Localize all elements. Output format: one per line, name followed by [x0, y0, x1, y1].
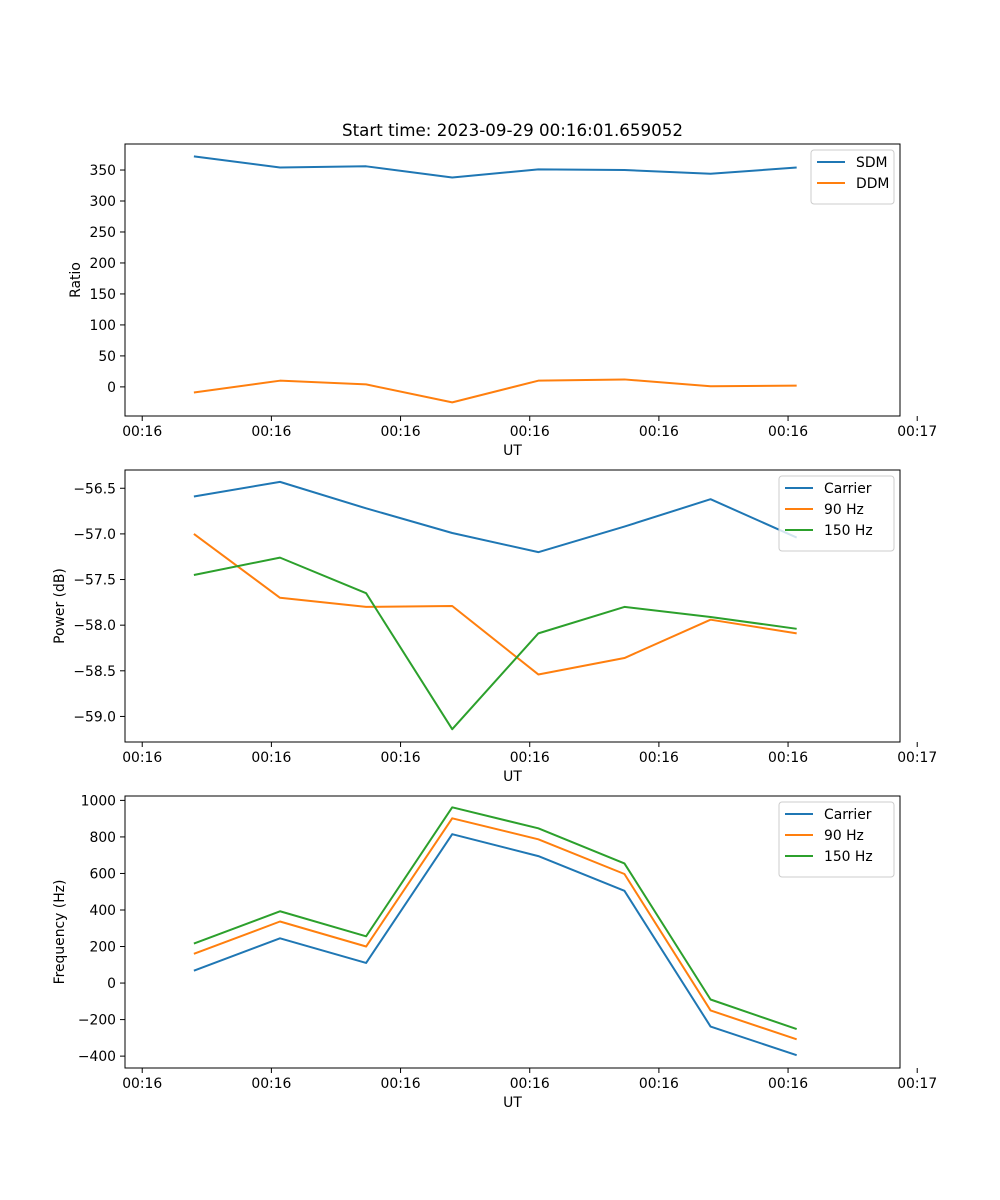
ratio-x-tick-label: 00:16	[639, 424, 679, 440]
power-series-150-hz-line	[193, 556, 797, 731]
ratio-x-tick-label: 00:16	[122, 424, 162, 440]
power-x-tick-label: 00:16	[251, 750, 291, 766]
frequency-legend: Carrier 90 Hz 150 Hz	[778, 801, 895, 878]
frequency-legend-label-150-hz: 150 Hz	[824, 849, 873, 865]
power-y-tick-label: −56.5	[73, 481, 116, 497]
frequency-legend-label-90-hz: 90 Hz	[824, 828, 864, 844]
ratio-y-tick-label: 300	[89, 194, 116, 210]
frequency-x-tick-label: 00:16	[122, 1076, 162, 1092]
ratio-legend-box	[810, 149, 895, 205]
frequency-y-tick-label: 200	[89, 940, 116, 956]
power-x-tick-label: 00:16	[122, 750, 162, 766]
ratio-y-axis-label: Ratio	[68, 262, 84, 298]
power-series-90-hz-line	[193, 533, 797, 676]
frequency-y-tick-label: 400	[89, 903, 116, 919]
power-axes-frame	[124, 469, 901, 743]
frequency-x-tick-label: 00:16	[251, 1076, 291, 1092]
ratio-chart-title: Start time: 2023-09-29 00:16:01.659052	[342, 120, 683, 140]
power-y-tick-label: −59.0	[73, 709, 116, 725]
power-legend-label-90-hz: 90 Hz	[824, 502, 864, 518]
ratio-legend: SDM DDM	[810, 149, 895, 205]
power-x-axis-label: UT	[503, 769, 522, 785]
frequency-legend-box	[778, 801, 895, 878]
frequency-y-tick-label: −400	[78, 1049, 116, 1065]
ratio-x-tick-label: 00:16	[768, 424, 808, 440]
power-y-tick-label: −58.5	[73, 664, 116, 680]
frequency-x-tick-label: 00:16	[639, 1076, 679, 1092]
power-y-tick-label: −57.5	[73, 573, 116, 589]
frequency-x-tick-label: 00:17	[897, 1076, 937, 1092]
frequency-y-tick-label: 800	[89, 830, 116, 846]
frequency-y-tick-label: −200	[78, 1013, 116, 1029]
power-legend-label-150-hz: 150 Hz	[824, 523, 873, 539]
ratio-x-tick-label: 00:17	[897, 424, 937, 440]
power-y-tick-label: −58.0	[73, 618, 116, 634]
frequency-series-carrier-line	[193, 833, 797, 1057]
ratio-y-tick-label: 150	[89, 287, 116, 303]
ratio-x-tick-label: 00:16	[251, 424, 291, 440]
power-x-tick-label: 00:17	[897, 750, 937, 766]
frequency-panel: 00:16 00:16 00:16 00:16 00:16 00:16 00:17 −400 −…	[52, 793, 937, 1111]
frequency-series-90-hz-line	[193, 817, 797, 1041]
ratio-x-axis-label: UT	[503, 443, 522, 459]
frequency-series-150-hz-line	[193, 806, 797, 1031]
frequency-legend-label-carrier: Carrier	[824, 807, 872, 823]
frequency-axes-frame	[124, 795, 901, 1069]
power-x-tick-label: 00:16	[510, 750, 550, 766]
ratio-panel: 00:16 00:16 00:16 00:16 00:16 00:16 00:17 0 50 10…	[68, 120, 937, 459]
frequency-x-tick-label: 00:16	[381, 1076, 421, 1092]
power-panel: 00:16 00:16 00:16 00:16 00:16 00:16 00:17 −59.0…	[52, 469, 937, 785]
ratio-y-tick-label: 250	[89, 225, 116, 241]
power-legend-box	[778, 475, 895, 552]
power-x-tick-label: 00:16	[381, 750, 421, 766]
power-y-axis-label: Power (dB)	[52, 568, 68, 644]
power-y-tick-label: −57.0	[73, 527, 116, 543]
ratio-plot-area	[125, 144, 900, 416]
ratio-legend-label-ddm: DDM	[856, 176, 889, 192]
ratio-y-tick-label: 350	[89, 163, 116, 179]
power-x-tick-label: 00:16	[768, 750, 808, 766]
frequency-y-axis-label: Frequency (Hz)	[52, 880, 68, 985]
ratio-y-tick-label: 50	[98, 349, 116, 365]
frequency-y-tick-label: 0	[107, 976, 116, 992]
frequency-x-tick-label: 00:16	[510, 1076, 550, 1092]
frequency-y-tick-label: 1000	[81, 793, 116, 809]
frequency-x-tick-label: 00:16	[768, 1076, 808, 1092]
power-plot-area	[125, 470, 900, 742]
ratio-x-tick-label: 00:16	[510, 424, 550, 440]
ratio-x-tick-label: 00:16	[381, 424, 421, 440]
ratio-axes-frame	[124, 143, 901, 417]
ratio-series-sdm-line	[193, 155, 797, 179]
power-series-carrier-line	[193, 480, 798, 554]
frequency-x-axis-label: UT	[503, 1095, 522, 1111]
ratio-y-tick-label: 0	[107, 380, 116, 396]
ratio-y-tick-label: 100	[89, 318, 116, 334]
charts: 00:16 00:16 00:16 00:16 00:16 00:16 00:17 0 50 10…	[52, 120, 937, 1111]
power-legend-label-carrier: Carrier	[824, 481, 872, 497]
ratio-y-tick-label: 200	[89, 256, 116, 272]
power-x-tick-label: 00:16	[639, 750, 679, 766]
ratio-legend-label-sdm: SDM	[856, 155, 888, 171]
power-legend: Carrier 90 Hz 150 Hz	[778, 475, 895, 552]
frequency-y-tick-label: 600	[89, 866, 116, 882]
ratio-series-ddm-line	[193, 378, 797, 404]
